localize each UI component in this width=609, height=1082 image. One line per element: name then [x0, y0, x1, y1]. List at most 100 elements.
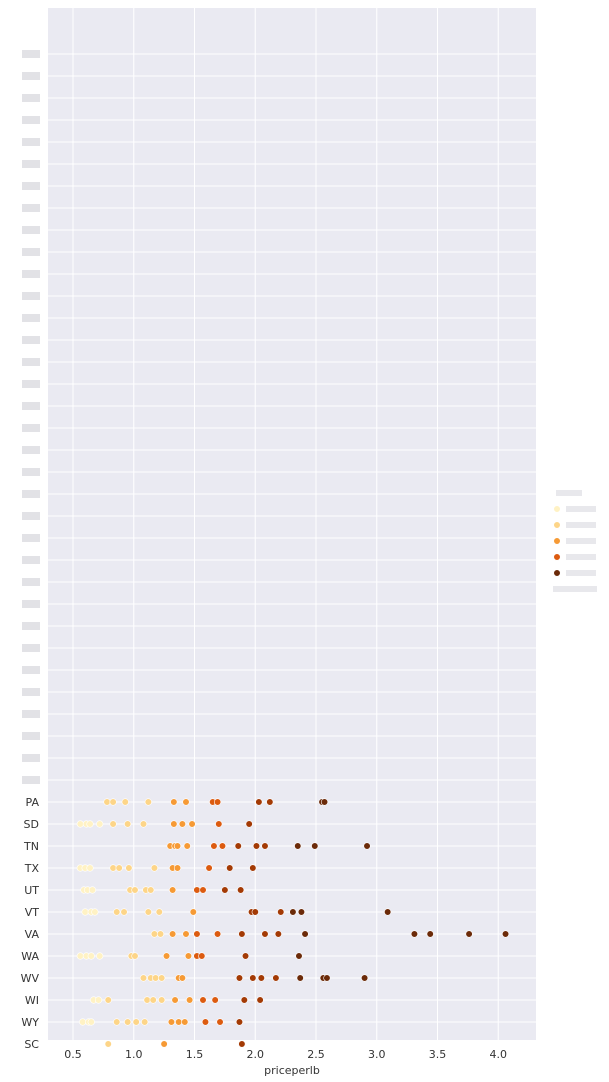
data-point [147, 886, 155, 894]
data-point [91, 908, 99, 916]
row-label-stub [22, 644, 40, 652]
y-tick-label: SD [24, 818, 39, 831]
data-point [199, 886, 207, 894]
data-point [201, 1018, 210, 1026]
data-point [193, 930, 201, 938]
scatter-points [76, 798, 510, 1048]
y-tick-label: TX [24, 862, 40, 875]
row-label-stub [22, 468, 40, 476]
data-point [87, 952, 95, 960]
legend-title-stub [556, 490, 582, 496]
data-point [363, 842, 371, 850]
row-label-stub [22, 424, 40, 432]
data-point [261, 842, 269, 850]
data-point [188, 820, 196, 828]
data-point [323, 974, 331, 982]
data-point [238, 930, 246, 938]
data-point [266, 798, 274, 806]
x-tick-label: 3.5 [429, 1048, 447, 1061]
legend-marker [553, 569, 561, 577]
data-point [272, 974, 280, 982]
row-label-stub [22, 534, 40, 542]
data-point [213, 798, 222, 806]
data-point [104, 1040, 112, 1048]
data-point [149, 996, 157, 1004]
row-label-stub [22, 160, 40, 168]
data-point [152, 974, 160, 982]
row-label-stub [22, 314, 40, 322]
data-point [182, 798, 190, 806]
data-point [171, 996, 179, 1004]
data-point [210, 842, 218, 850]
data-point [465, 930, 473, 938]
y-tick-label: WY [21, 1016, 39, 1029]
legend-label-stub [566, 554, 596, 560]
data-point [103, 798, 111, 806]
y-tick-label: WA [21, 950, 39, 963]
data-point [184, 952, 193, 960]
data-point [240, 996, 248, 1004]
data-point [296, 974, 304, 982]
row-label-stub [22, 600, 40, 608]
data-point [86, 864, 94, 872]
row-label-stubs [22, 50, 40, 784]
data-point [113, 1018, 121, 1026]
row-label-stub [22, 732, 40, 740]
data-point [170, 820, 178, 828]
data-point [160, 1040, 168, 1048]
row-label-stub [22, 754, 40, 762]
data-point [132, 1018, 140, 1026]
row-label-stub [22, 380, 40, 388]
data-point [410, 930, 419, 938]
data-point [109, 798, 117, 806]
data-point [86, 820, 94, 828]
data-point [183, 842, 191, 850]
legend-label-stub [566, 506, 596, 512]
y-tick-label: UT [24, 884, 39, 897]
data-point [115, 864, 123, 872]
row-label-stub [22, 402, 40, 410]
data-point [277, 908, 285, 916]
data-point [96, 820, 104, 828]
data-point [173, 842, 182, 850]
row-label-stub [22, 710, 40, 718]
data-point [141, 1018, 149, 1026]
row-label-stub [22, 622, 40, 630]
legend-marker [553, 505, 561, 513]
data-point [198, 952, 206, 960]
data-point [162, 952, 171, 960]
row-label-stub [22, 490, 40, 498]
data-point [178, 820, 186, 828]
data-point [158, 974, 166, 982]
y-tick-label: VA [25, 928, 40, 941]
data-point [120, 908, 128, 916]
data-point [320, 798, 329, 806]
y-tick-label: WI [25, 994, 39, 1007]
row-label-stub [22, 248, 40, 256]
x-tick-label: 4.0 [490, 1048, 508, 1061]
legend-marker [553, 537, 561, 545]
data-point [87, 1018, 95, 1026]
data-point [131, 952, 139, 960]
plot-background [48, 8, 536, 1040]
row-label-stub [22, 138, 40, 146]
data-point [139, 974, 148, 982]
legend-label-stub [566, 570, 596, 576]
data-point [205, 864, 213, 872]
row-label-stub [22, 270, 40, 278]
x-tick-label: 1.5 [186, 1048, 204, 1061]
legend-label-stub [566, 522, 596, 528]
data-point [175, 1018, 183, 1026]
data-point [274, 930, 282, 938]
data-point [252, 842, 261, 850]
data-point [150, 864, 159, 872]
row-label-stub [22, 72, 40, 80]
data-point [139, 820, 148, 828]
data-point [150, 930, 159, 938]
data-point [426, 930, 434, 938]
data-point [104, 996, 112, 1004]
data-point [76, 952, 84, 960]
data-point [124, 1018, 132, 1026]
data-point [221, 886, 229, 894]
